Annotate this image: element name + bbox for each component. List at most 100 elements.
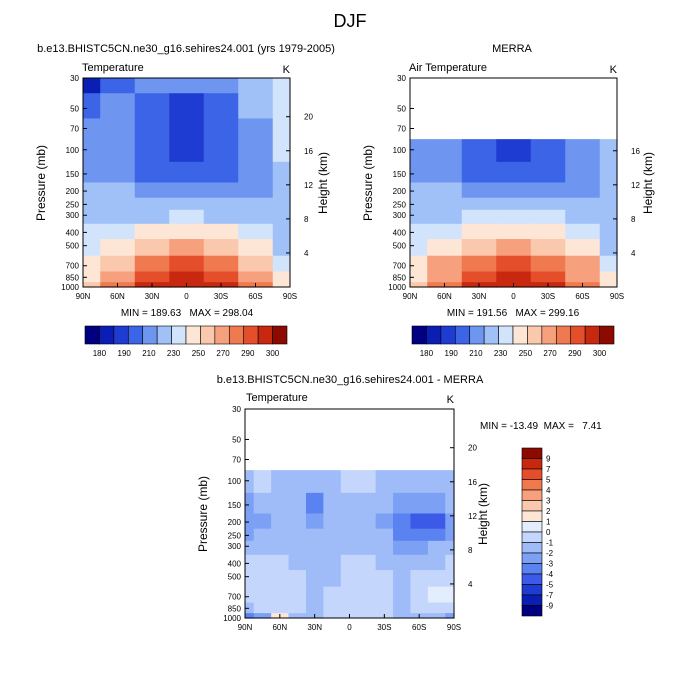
heatmap-cell (393, 409, 412, 425)
colorbar-label: 270 (216, 349, 230, 358)
heatmap-cell (271, 492, 290, 515)
colorbar-label: 0 (546, 528, 551, 537)
heatmap-cell (271, 449, 290, 471)
x-tick-label: 30N (307, 623, 322, 632)
heatmap-cell (245, 540, 255, 556)
y-tick-label: 100 (228, 477, 242, 486)
heatmap-cell (340, 602, 359, 614)
heatmap-cell (530, 271, 566, 283)
colorbar-label: 7 (546, 465, 551, 474)
heatmap-cell (253, 409, 272, 425)
heatmap-cell (323, 613, 342, 619)
heatmap-cell (599, 255, 618, 273)
panel-model-stats: MIN = 189.63 MAX = 298.04 (121, 308, 254, 319)
heatmap-cell (134, 161, 170, 184)
panel-model-x-axis: 90N 60N 30N 0 30S 60S 90S (76, 283, 297, 301)
heatmap-cell (427, 424, 446, 451)
heatmap-cell (530, 209, 566, 225)
heatmap-cell (496, 255, 532, 273)
heatmap-cell (599, 139, 618, 163)
heatmap-cell (445, 613, 455, 619)
heatmap-cell (323, 586, 342, 604)
heatmap-cell (245, 528, 255, 542)
heatmap-cell (530, 239, 566, 257)
colorbar-swatch (171, 325, 187, 345)
heatmap-cell (288, 554, 307, 571)
heatmap-cell (271, 528, 290, 542)
heatmap-cell (83, 182, 101, 199)
heatmap-cell (410, 528, 429, 542)
heatmap-cell (305, 528, 324, 542)
heatmap-cell (203, 197, 239, 211)
colorbar-swatch (200, 325, 216, 345)
heatmap-cell (340, 449, 359, 471)
heatmap-cell (410, 449, 429, 471)
x-tick-label: 30S (541, 292, 555, 301)
heatmap-cell (272, 209, 291, 225)
heatmap-cell (530, 161, 566, 184)
heatmap-cell (245, 570, 255, 588)
colorbar-label: 9 (546, 455, 551, 464)
heatmap-cell (305, 570, 324, 588)
heatmap-cell (530, 78, 566, 94)
y-tick-label: 300 (66, 211, 80, 220)
heatmap-cell (323, 554, 342, 571)
colorbar-label: 3 (546, 497, 551, 506)
heatmap-cell (238, 182, 274, 199)
heatmap-cell (323, 602, 342, 614)
heatmap-cell (238, 209, 274, 225)
heatmap-cell (461, 271, 497, 283)
heatmap-cell (83, 271, 101, 283)
heatmap-cell (340, 586, 359, 604)
colorbar-label: -7 (546, 591, 554, 600)
heatmap-cell (100, 255, 136, 273)
heatmap-cell (238, 239, 274, 257)
heatmap-cell (100, 139, 136, 163)
colorbar-label: 290 (568, 349, 582, 358)
heatmap-cell (272, 139, 291, 163)
colorbar-swatch (521, 542, 543, 554)
heatmap-cell (461, 78, 497, 94)
heatmap-cell (427, 449, 446, 471)
y-tick-label: 30 (70, 74, 79, 83)
heatmap-cell (427, 78, 463, 94)
heatmap-cell (100, 271, 136, 283)
panel-difference-cells (245, 409, 455, 619)
x-tick-label: 60S (248, 292, 262, 301)
colorbar-swatch (599, 325, 615, 345)
y-tick-label: 200 (393, 187, 407, 196)
heatmap-cell (245, 424, 255, 451)
heatmap-cell (288, 586, 307, 604)
height-tick-label: 8 (631, 215, 636, 224)
panel-model-units: K (283, 64, 291, 76)
heatmap-cell (272, 282, 291, 288)
heatmap-cell (445, 470, 455, 494)
heatmap-cell (461, 197, 497, 211)
y-tick-label: 70 (232, 456, 241, 465)
heatmap-cell (375, 409, 394, 425)
heatmap-cell (427, 554, 446, 571)
heatmap-cell (83, 239, 101, 257)
heatmap-cell (203, 255, 239, 273)
heatmap-cell (272, 161, 291, 184)
heatmap-cell (358, 470, 377, 494)
colorbar-swatch (521, 447, 543, 459)
heatmap-cell (305, 554, 324, 571)
colorbar-swatch (142, 325, 158, 345)
colorbar-swatch (84, 325, 100, 345)
heatmap-cell (410, 409, 429, 425)
panel-model-variable: Temperature (82, 62, 144, 74)
heatmap-cell (305, 513, 324, 530)
panel-model: b.e13.BHISTC5CN.ne30_g16.sehires24.001 (… (34, 43, 335, 358)
y-tick-label: 30 (232, 405, 241, 414)
heatmap-cell (253, 602, 272, 614)
height-tick-label: 16 (468, 478, 477, 487)
heatmap-cell (340, 492, 359, 515)
colorbar-label: 250 (519, 349, 533, 358)
heatmap-cell (410, 570, 429, 588)
y-tick-label: 50 (397, 104, 406, 113)
heatmap-cell (410, 602, 429, 614)
y-tick-label: 400 (66, 228, 80, 237)
